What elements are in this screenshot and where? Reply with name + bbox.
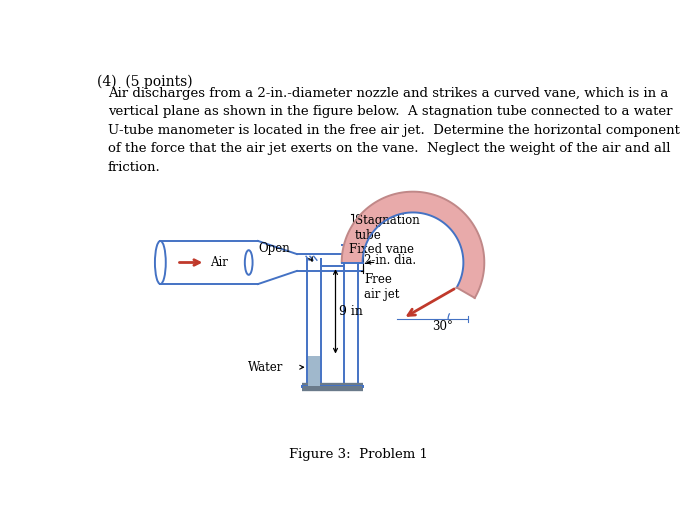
- Text: Stagnation
tube: Stagnation tube: [355, 214, 419, 242]
- Text: 2-in. dia.: 2-in. dia.: [364, 254, 416, 268]
- Text: Water: Water: [248, 361, 284, 373]
- Polygon shape: [342, 192, 484, 298]
- Text: Air discharges from a 2-in.-diameter nozzle and strikes a curved vane, which is : Air discharges from a 2-in.-diameter noz…: [108, 87, 680, 174]
- Text: Figure 3:  Problem 1: Figure 3: Problem 1: [289, 448, 428, 461]
- Text: 30°: 30°: [432, 320, 453, 333]
- Text: (4)  (5 points): (4) (5 points): [97, 74, 192, 89]
- Text: 9 in: 9 in: [340, 305, 363, 318]
- Text: Open: Open: [258, 242, 290, 255]
- Text: Fixed vane: Fixed vane: [349, 243, 414, 256]
- Text: Air: Air: [210, 256, 228, 269]
- Text: Free
air jet: Free air jet: [364, 273, 400, 301]
- Bar: [307, 356, 320, 386]
- Bar: [303, 386, 362, 387]
